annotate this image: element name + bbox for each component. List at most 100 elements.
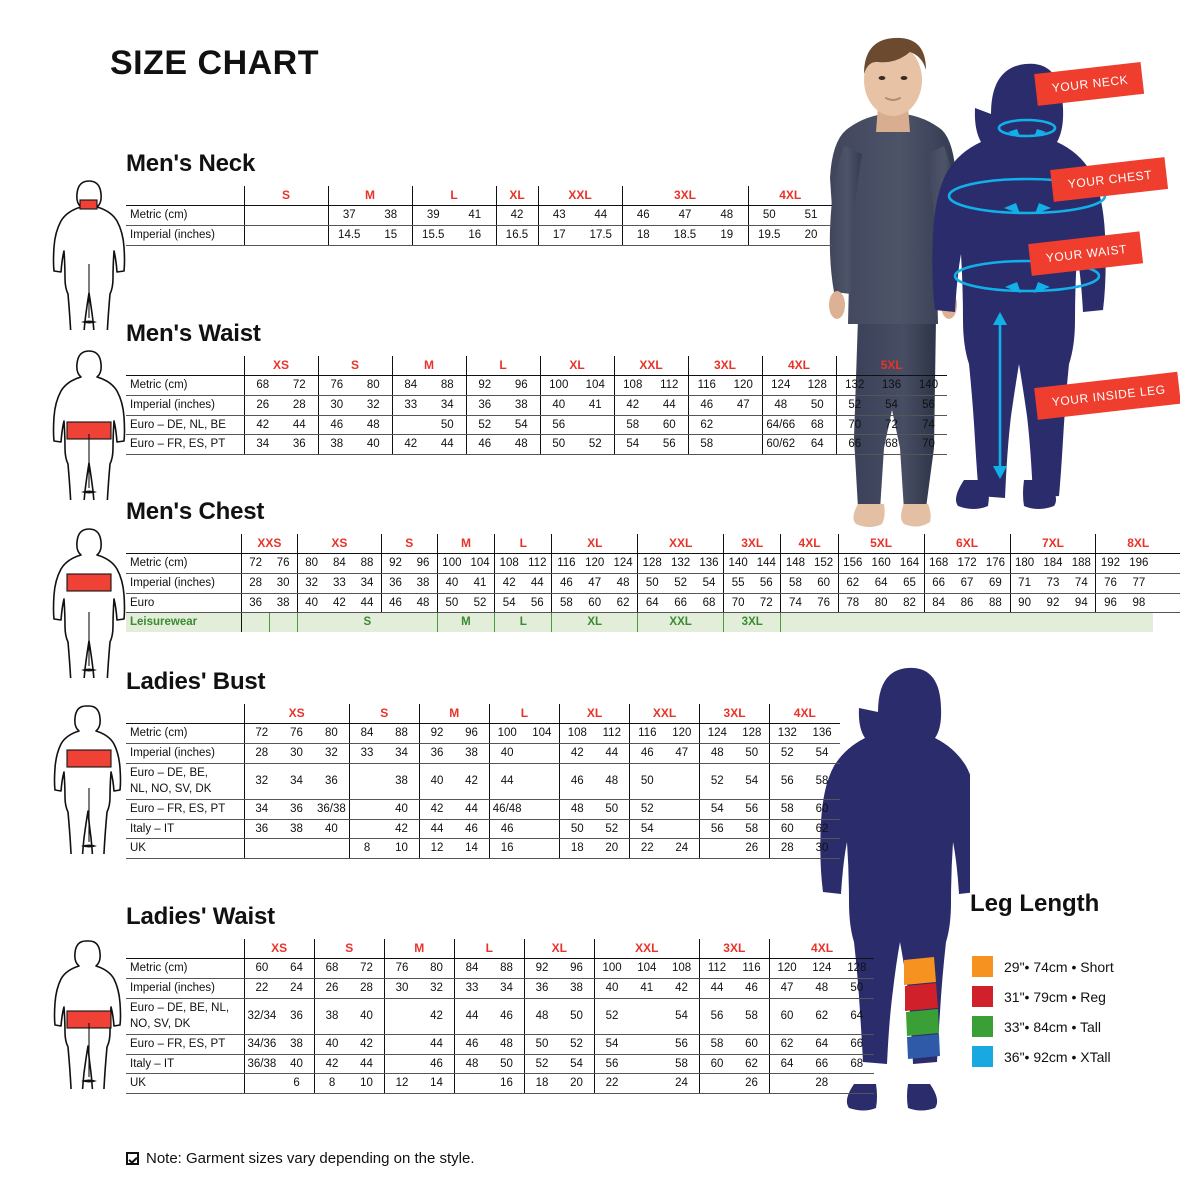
table-cell: 80 xyxy=(314,723,350,745)
band-xtall xyxy=(907,1034,940,1059)
size-group-s: S xyxy=(348,704,420,725)
table-cell: 30 xyxy=(804,838,840,860)
table-cell: 124 xyxy=(804,958,840,980)
table-cell: 64/66 xyxy=(761,415,799,436)
table-row: Imperial (inches) 28 30 32 33 34 36 38 40 41 42 44 4… xyxy=(126,573,1180,594)
table-cell: 46 xyxy=(453,1034,490,1055)
row-label: Imperial (inches) xyxy=(126,573,242,594)
table-cell xyxy=(279,838,314,860)
table-cell: 168 xyxy=(923,553,953,575)
table-cell: 160 xyxy=(866,553,896,575)
table-cell: 88 xyxy=(353,553,382,575)
table-cell: 176 xyxy=(981,553,1010,575)
page-title: SIZE CHART xyxy=(110,44,319,82)
measure-band xyxy=(66,573,112,592)
table-cell: 156 xyxy=(837,553,867,575)
table-cell: 10 xyxy=(384,838,420,860)
size-group-6xl: 6XL xyxy=(923,534,1010,555)
table-cell: 42 xyxy=(418,799,455,820)
table-row: Euro – DE, BE, NL, NO, SV, DK 32 34 36 38 40 42… xyxy=(126,763,840,801)
table-cell: 56 xyxy=(699,819,735,840)
leg-length-bands xyxy=(904,957,940,1059)
table-cell: 104 xyxy=(577,375,614,397)
row-label: Italy – IT xyxy=(126,1054,245,1075)
size-group-m: M xyxy=(383,939,455,960)
table-cell: 40 xyxy=(355,434,392,456)
row-label: Euro – FR, ES, PT xyxy=(126,1034,245,1055)
table-cell: 76 xyxy=(383,958,420,980)
size-group-xs: XS xyxy=(244,939,315,960)
table-cell: 33 xyxy=(391,395,429,416)
row-label: Metric (cm) xyxy=(126,205,245,227)
row-label: Metric (cm) xyxy=(126,723,245,745)
neck-measure-icon xyxy=(997,118,1057,138)
table-cell: 46 xyxy=(621,205,664,227)
hero-illustration: YOUR NECK YOUR CHEST YOUR WAIST YOUR INS… xyxy=(808,18,1180,538)
table-cell: 42 xyxy=(419,998,455,1036)
table-cell xyxy=(244,205,286,227)
measure-band xyxy=(66,749,112,768)
table-cell: 19 xyxy=(706,225,748,246)
table-cell: 62 xyxy=(768,1034,805,1055)
table-cell: 62 xyxy=(734,1054,770,1075)
table-cell: 184 xyxy=(1038,553,1068,575)
size-group-5xl: 5XL xyxy=(837,534,925,555)
female-bust-figure-wrapper xyxy=(50,692,128,884)
table-cell: 64 xyxy=(637,593,667,614)
table-cell: 50 xyxy=(559,998,595,1036)
row-label: Imperial (inches) xyxy=(126,225,245,246)
leisurewear-cell xyxy=(780,612,1154,633)
size-group-xxl: XXL xyxy=(613,356,688,377)
size-group-5xl: 5XL xyxy=(835,356,947,377)
mens-neck-title: Men's Neck xyxy=(126,150,256,177)
table-cell: 16.5 xyxy=(495,225,538,246)
mens-neck-table: S M L XL XXL 3XL 4XL Metric (cm) 37 38 39 41 42 43 44 4… xyxy=(126,186,832,246)
table-cell: 41 xyxy=(454,205,496,227)
table-cell: 54 xyxy=(613,434,651,456)
leisurewear-cell: S xyxy=(296,612,438,633)
table-cell: 46 xyxy=(559,763,595,801)
table-cell: 72 xyxy=(244,723,279,745)
table-cell: 36 xyxy=(279,998,315,1036)
table-cell: 48 xyxy=(523,998,560,1036)
male-chest-figure xyxy=(52,528,126,717)
band-tall xyxy=(906,1009,939,1036)
male-waist-figure xyxy=(52,350,126,539)
table-cell: 44 xyxy=(281,415,318,436)
size-group-3xl: 3XL xyxy=(699,704,770,725)
table-cell: 47 xyxy=(580,573,609,594)
leisurewear-cell: 3XL xyxy=(723,612,781,633)
table-cell: 14.5 xyxy=(327,225,370,246)
table-cell: 46 xyxy=(489,998,525,1036)
table-cell xyxy=(524,819,560,840)
table-row: Imperial (inches) 28 30 32 33 34 36 38 40 42 44 46 4… xyxy=(126,743,840,764)
row-label: Euro – FR, ES, PT xyxy=(126,799,245,820)
header-corner xyxy=(126,939,245,960)
table-cell: 132 xyxy=(769,723,805,745)
table-cell: 50 xyxy=(637,573,667,594)
table-cell: 100 xyxy=(488,723,525,745)
size-header-row: XXS XS S M L XL XXL 3XL 4XL 5XL 6XL 7XL 8XL xyxy=(126,534,1180,555)
leisurewear-cell: XXL xyxy=(637,612,724,633)
size-group-3xl: 3XL xyxy=(621,186,748,207)
table-cell: 120 xyxy=(664,723,700,745)
row-label: Imperial (inches) xyxy=(126,978,245,999)
table-cell: 58 xyxy=(769,799,805,820)
table-cell: 38 xyxy=(454,743,490,764)
table-cell: 104 xyxy=(629,958,665,980)
table-cell: 12 xyxy=(418,838,455,860)
footer-note-text: Note: Garment sizes vary depending on th… xyxy=(146,1150,475,1167)
table-cell xyxy=(629,1073,665,1095)
table-cell: 77 xyxy=(1124,573,1154,594)
table-cell: 56 xyxy=(539,415,577,436)
table-cell: 28 xyxy=(281,395,318,416)
table-cell: 100 xyxy=(539,375,577,397)
table-cell: 17 xyxy=(537,225,580,246)
swatch-tall-icon xyxy=(972,1016,993,1037)
table-cell: 26 xyxy=(244,395,281,416)
table-cell: 44 xyxy=(523,573,552,594)
table-cell: 40 xyxy=(296,593,326,614)
footer-note: Note: Garment sizes vary depending on th… xyxy=(126,1150,475,1167)
legend-item-xtall: 36"• 92cm • XTall xyxy=(972,1046,1114,1067)
table-cell xyxy=(524,838,560,860)
